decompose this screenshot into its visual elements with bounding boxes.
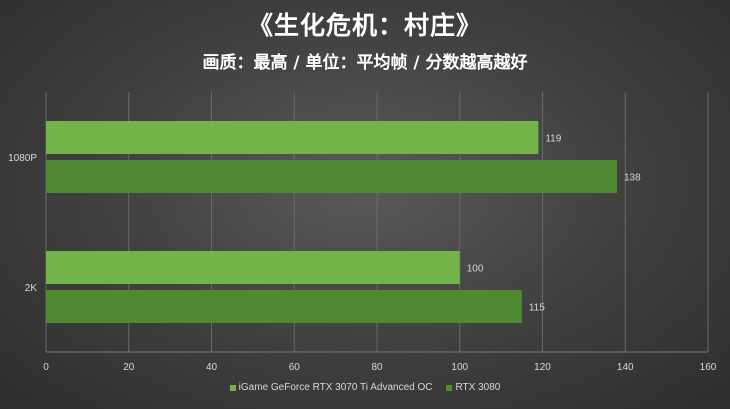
x-tick-label: 80 [371, 362, 383, 373]
x-tick-label: 60 [289, 362, 301, 373]
chart-subtitle: 画质：最高 / 单位：平均帧 / 分数越高越好 [202, 53, 528, 73]
bar [46, 251, 460, 284]
legend-swatch-series-1 [229, 384, 236, 391]
bar [46, 121, 539, 154]
data-label: 100 [467, 264, 484, 275]
x-tick-label: 0 [43, 362, 49, 373]
data-label: 119 [545, 134, 561, 145]
x-tick-label: 120 [534, 362, 551, 373]
legend-label-series-1: iGame GeForce RTX 3070 Ti Advanced OC [238, 382, 433, 393]
x-tick-label: 140 [617, 362, 634, 373]
legend-label-series-2: RTX 3080 [455, 382, 501, 393]
data-label: 138 [624, 173, 641, 184]
bar [46, 160, 617, 193]
x-tick-label: 100 [451, 362, 468, 373]
legend-item-series-2: RTX 3080 [446, 382, 500, 393]
x-tick-label: 20 [123, 362, 135, 373]
legend-swatch-series-2 [446, 384, 453, 391]
category-label: 1080P [8, 153, 37, 164]
x-tick-label: 160 [700, 362, 717, 373]
legend-item-series-1: iGame GeForce RTX 3070 Ti Advanced OC [229, 382, 433, 393]
bar [46, 290, 522, 323]
category-label: 2K [25, 283, 38, 294]
legend: iGame GeForce RTX 3070 Ti Advanced OC RT… [0, 382, 730, 393]
chart-title: 《生化危机：村庄》 [247, 11, 482, 40]
data-label: 115 [529, 303, 545, 314]
x-tick-label: 40 [206, 362, 218, 373]
